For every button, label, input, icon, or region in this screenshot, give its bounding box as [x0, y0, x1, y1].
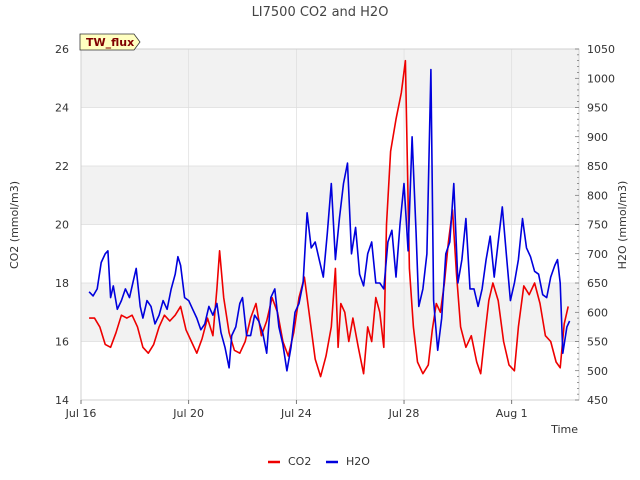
y-left-tick-label: 22 — [55, 160, 69, 173]
y-left-tick-label: 16 — [55, 336, 69, 349]
y-right-tick-label: 800 — [587, 189, 608, 202]
band-2 — [81, 49, 579, 108]
x-axis-label: Time — [550, 423, 578, 436]
y-left-tick-label: 24 — [55, 102, 69, 115]
y-right-tick-label: 550 — [587, 336, 608, 349]
y-right-tick-label: 1050 — [587, 43, 615, 56]
tw-flux-badge: TW_flux — [79, 33, 141, 51]
legend: CO2 H2O — [268, 455, 370, 468]
y-left-tick-label: 18 — [55, 277, 69, 290]
series-lines — [88, 59, 571, 378]
y-left-tick-label: 20 — [55, 219, 69, 232]
x-tick-label: Aug 1 — [496, 407, 528, 420]
y-right-tick-label: 650 — [587, 277, 608, 290]
y-right-tick-label: 750 — [587, 219, 608, 232]
y-left-tick-label: 14 — [55, 394, 69, 407]
x-tick-label: Jul 28 — [388, 407, 420, 420]
y-right-tick-label: 950 — [587, 102, 608, 115]
y-right-tick-label: 850 — [587, 160, 608, 173]
x-axis-ticks: Jul 16 Jul 20 Jul 24 Jul 28 Aug 1 — [65, 400, 528, 420]
y-right-tick-label: 500 — [587, 365, 608, 378]
y-left-axis-label: CO2 (mmol/m3) — [8, 181, 21, 269]
y-left-tick-label: 26 — [55, 43, 69, 56]
badge-label: TW_flux — [86, 36, 134, 49]
x-tick-label: Jul 16 — [65, 407, 97, 420]
y-right-tick-label: 700 — [587, 248, 608, 261]
chart-title: LI7500 CO2 and H2O — [252, 5, 389, 20]
y-left-axis-ticks: 14 16 18 20 22 24 26 — [55, 43, 69, 407]
x-tick-label: Jul 20 — [172, 407, 204, 420]
legend-label-co2: CO2 — [288, 455, 311, 468]
legend-label-h2o: H2O — [346, 455, 370, 468]
y-right-tick-label: 450 — [587, 394, 608, 407]
series-line-h2o — [88, 68, 571, 372]
y-right-tick-label: 600 — [587, 306, 608, 319]
badge-shape — [79, 33, 141, 51]
x-tick-label: Jul 24 — [280, 407, 312, 420]
y-right-tick-label: 900 — [587, 131, 608, 144]
y-right-tick-label: 1000 — [587, 72, 615, 85]
y-right-axis-ticks: 450 500 550 600 650 700 750 800 850 900 950 1000 105… — [575, 43, 615, 407]
series-line-co2 — [89, 59, 569, 378]
y-right-axis-label: H2O (mmol/m3) — [616, 181, 629, 270]
